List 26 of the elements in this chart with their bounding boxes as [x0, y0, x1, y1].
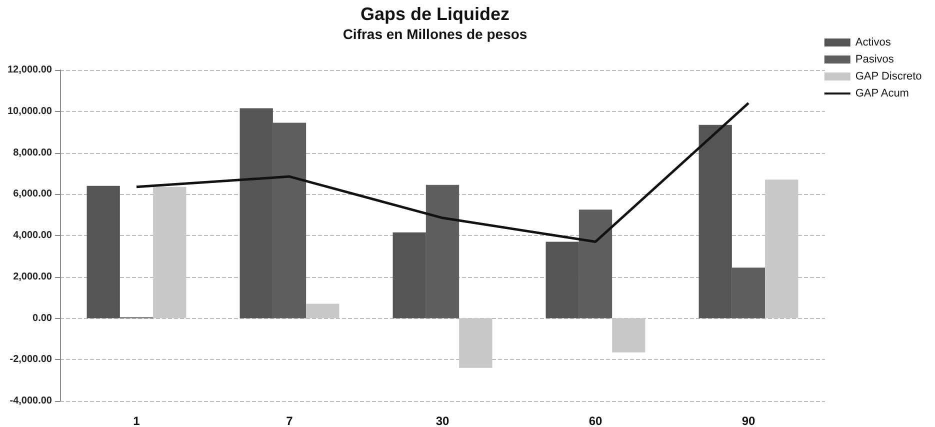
- y-tick-label: 0.00: [32, 312, 52, 324]
- legend-label: GAP Discreto: [855, 70, 922, 82]
- y-tick-label: 10,000.00: [8, 106, 52, 117]
- y-tick-label: 12,000.00: [8, 64, 52, 76]
- y-tick-label: -4,000.00: [10, 396, 52, 406]
- y-tick-label: 8,000.00: [13, 147, 52, 158]
- legend-label: Activos: [855, 36, 892, 48]
- legend-label: GAP Acum: [855, 88, 909, 100]
- y-tick-label: 6,000.00: [13, 188, 52, 200]
- y-tick-label: 2,000.00: [13, 271, 52, 282]
- legend-label: Pasivos: [855, 54, 894, 66]
- y-tick-label: -2,000.00: [10, 354, 52, 366]
- x-tick-label: 1: [133, 414, 140, 427]
- chart-subtitle: Cifras en Millones de pesos: [342, 26, 528, 42]
- bar: [765, 180, 798, 318]
- y-tick-label: 4,000.00: [13, 230, 52, 241]
- x-tick-label: 90: [742, 414, 756, 427]
- x-tick-label: 7: [286, 414, 294, 427]
- x-tick-label: 30: [436, 414, 450, 427]
- chart-title: Gaps de Liquidez: [360, 4, 510, 24]
- bar: [306, 304, 340, 318]
- x-tick-label: 60: [588, 414, 602, 427]
- bar: [459, 318, 492, 368]
- bar: [153, 186, 186, 318]
- line-series: [135, 102, 750, 243]
- bar: [612, 318, 646, 352]
